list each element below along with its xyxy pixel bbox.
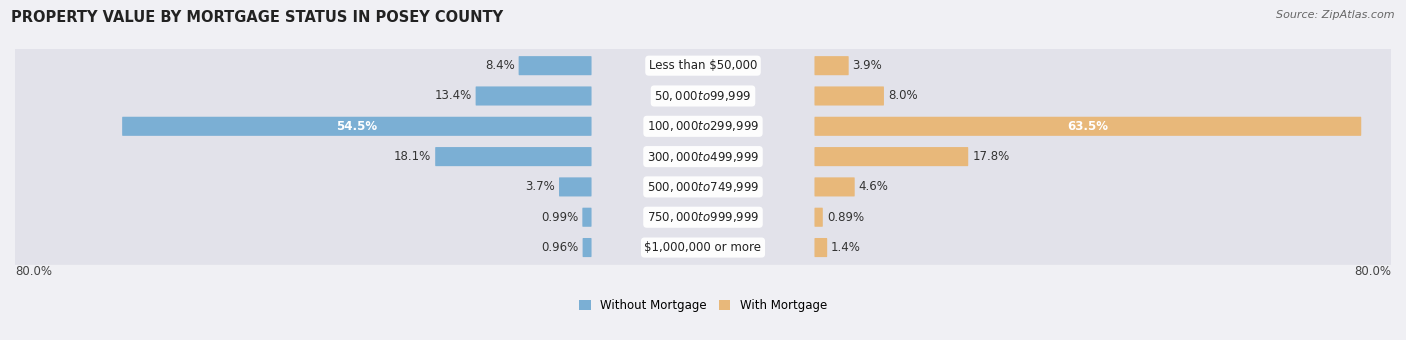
FancyBboxPatch shape [814,117,1361,136]
Text: 3.9%: 3.9% [852,59,883,72]
Text: 80.0%: 80.0% [15,265,52,278]
FancyBboxPatch shape [10,48,1396,83]
Text: 18.1%: 18.1% [394,150,432,163]
Text: 17.8%: 17.8% [972,150,1010,163]
FancyBboxPatch shape [436,147,592,166]
FancyBboxPatch shape [519,56,592,75]
FancyBboxPatch shape [582,208,592,227]
Text: 3.7%: 3.7% [526,181,555,193]
FancyBboxPatch shape [10,139,1396,174]
Legend: Without Mortgage, With Mortgage: Without Mortgage, With Mortgage [574,294,832,317]
FancyBboxPatch shape [122,117,592,136]
Text: 0.89%: 0.89% [827,211,863,224]
Text: 13.4%: 13.4% [434,89,471,102]
Text: $500,000 to $749,999: $500,000 to $749,999 [647,180,759,194]
Text: $1,000,000 or more: $1,000,000 or more [644,241,762,254]
Text: 8.4%: 8.4% [485,59,515,72]
Text: $750,000 to $999,999: $750,000 to $999,999 [647,210,759,224]
Text: 8.0%: 8.0% [889,89,918,102]
FancyBboxPatch shape [582,238,592,257]
Text: 80.0%: 80.0% [1354,265,1391,278]
Text: PROPERTY VALUE BY MORTGAGE STATUS IN POSEY COUNTY: PROPERTY VALUE BY MORTGAGE STATUS IN POS… [11,10,503,25]
FancyBboxPatch shape [10,230,1396,265]
Text: 0.99%: 0.99% [541,211,578,224]
Text: 1.4%: 1.4% [831,241,860,254]
FancyBboxPatch shape [10,170,1396,204]
FancyBboxPatch shape [560,177,592,197]
FancyBboxPatch shape [814,56,849,75]
Text: 4.6%: 4.6% [859,181,889,193]
FancyBboxPatch shape [10,79,1396,113]
FancyBboxPatch shape [814,86,884,105]
Text: 63.5%: 63.5% [1067,120,1108,133]
Text: Less than $50,000: Less than $50,000 [648,59,758,72]
Text: $100,000 to $299,999: $100,000 to $299,999 [647,119,759,133]
FancyBboxPatch shape [814,208,823,227]
FancyBboxPatch shape [814,147,969,166]
FancyBboxPatch shape [814,238,827,257]
Text: $300,000 to $499,999: $300,000 to $499,999 [647,150,759,164]
Text: $50,000 to $99,999: $50,000 to $99,999 [654,89,752,103]
Text: 0.96%: 0.96% [541,241,579,254]
FancyBboxPatch shape [814,177,855,197]
Text: 54.5%: 54.5% [336,120,377,133]
FancyBboxPatch shape [10,109,1396,143]
FancyBboxPatch shape [10,200,1396,235]
FancyBboxPatch shape [475,86,592,105]
Text: Source: ZipAtlas.com: Source: ZipAtlas.com [1277,10,1395,20]
